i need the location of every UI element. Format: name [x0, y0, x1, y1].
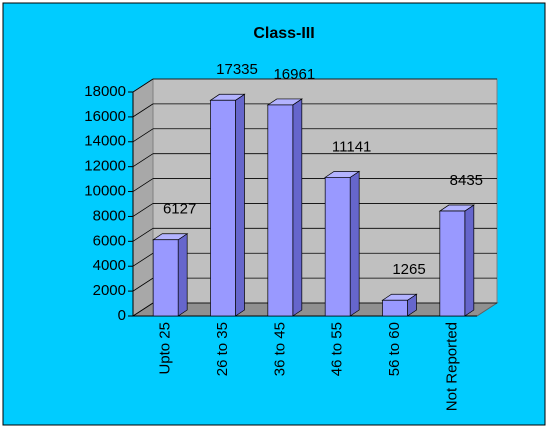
grid-line	[132, 78, 154, 93]
grid-line	[132, 227, 154, 242]
grid-line	[132, 103, 154, 118]
bar-side	[235, 93, 245, 317]
grid-line	[132, 252, 154, 267]
data-label: 8435	[450, 172, 483, 189]
x-tick-label: 36 to 45	[271, 322, 288, 376]
x-tick-label: 46 to 55	[329, 322, 346, 376]
grid-line	[132, 203, 154, 217]
y-tick-label: 18000	[84, 83, 126, 100]
y-tick-label: 2000	[93, 282, 126, 299]
grid-line	[132, 277, 154, 292]
bar-side	[349, 170, 360, 317]
bar-side	[292, 98, 303, 317]
data-label: 6127	[163, 201, 196, 218]
y-tick-label: 4000	[93, 257, 126, 274]
data-label: 17335	[216, 61, 258, 78]
grid-line	[132, 153, 154, 168]
grid-line	[132, 178, 154, 192]
bar	[324, 177, 351, 317]
bar	[439, 210, 466, 317]
y-tick-label: 8000	[93, 207, 126, 224]
y-tick-label: 12000	[84, 158, 126, 175]
data-label: 11141	[332, 138, 372, 155]
y-tick-label: 14000	[84, 133, 126, 150]
bar	[210, 99, 236, 317]
x-tick-label: Upto 25	[157, 322, 174, 375]
grid-line	[132, 128, 154, 143]
bar	[382, 299, 408, 317]
y-tick-label: 10000	[84, 183, 126, 200]
y-tick-label: 16000	[84, 108, 126, 125]
y-tick-label: 6000	[93, 232, 126, 249]
data-label: 16961	[273, 66, 315, 83]
chart-title: Class-III	[253, 25, 314, 42]
grid-line	[132, 302, 154, 317]
x-tick-label: 56 to 60	[386, 322, 403, 376]
x-tick-label: 26 to 35	[214, 322, 231, 376]
bar-side	[177, 233, 188, 317]
bar-side	[464, 204, 475, 317]
x-tick-label: Not Reported	[443, 322, 460, 411]
bar	[152, 239, 179, 317]
data-label: 1265	[392, 261, 425, 278]
y-tick-label: 0	[118, 307, 126, 324]
bar	[267, 104, 294, 317]
